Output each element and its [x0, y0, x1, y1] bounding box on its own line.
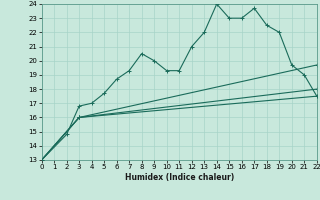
X-axis label: Humidex (Indice chaleur): Humidex (Indice chaleur) [124, 173, 234, 182]
